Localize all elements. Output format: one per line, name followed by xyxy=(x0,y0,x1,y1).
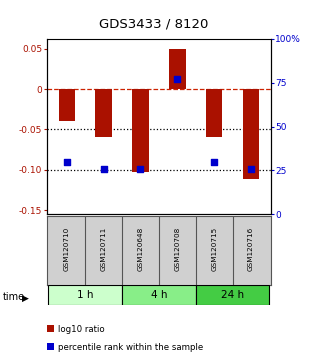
Text: time: time xyxy=(3,292,25,302)
Text: ▶: ▶ xyxy=(22,293,29,303)
Text: GSM120711: GSM120711 xyxy=(101,227,107,271)
Bar xyxy=(132,89,149,172)
Point xyxy=(101,166,106,171)
Point xyxy=(175,76,180,82)
Bar xyxy=(206,89,222,137)
Text: GDS3433 / 8120: GDS3433 / 8120 xyxy=(100,17,209,30)
Point xyxy=(64,159,69,164)
Text: log10 ratio: log10 ratio xyxy=(58,325,105,334)
Text: GSM120716: GSM120716 xyxy=(248,227,254,271)
Bar xyxy=(95,89,112,137)
Bar xyxy=(196,285,269,305)
Text: 4 h: 4 h xyxy=(151,290,167,300)
Bar xyxy=(122,285,196,305)
Bar xyxy=(243,89,259,179)
Text: percentile rank within the sample: percentile rank within the sample xyxy=(58,343,204,352)
Text: GSM120710: GSM120710 xyxy=(64,227,70,271)
Bar xyxy=(58,89,75,121)
Bar xyxy=(169,48,186,89)
Text: GSM120715: GSM120715 xyxy=(211,227,217,271)
Bar xyxy=(48,285,122,305)
Text: GSM120648: GSM120648 xyxy=(137,227,143,271)
Text: 1 h: 1 h xyxy=(77,290,93,300)
Point xyxy=(248,166,254,171)
Point xyxy=(212,159,217,164)
Text: GSM120708: GSM120708 xyxy=(174,227,180,271)
Text: 24 h: 24 h xyxy=(221,290,244,300)
Point xyxy=(138,166,143,171)
